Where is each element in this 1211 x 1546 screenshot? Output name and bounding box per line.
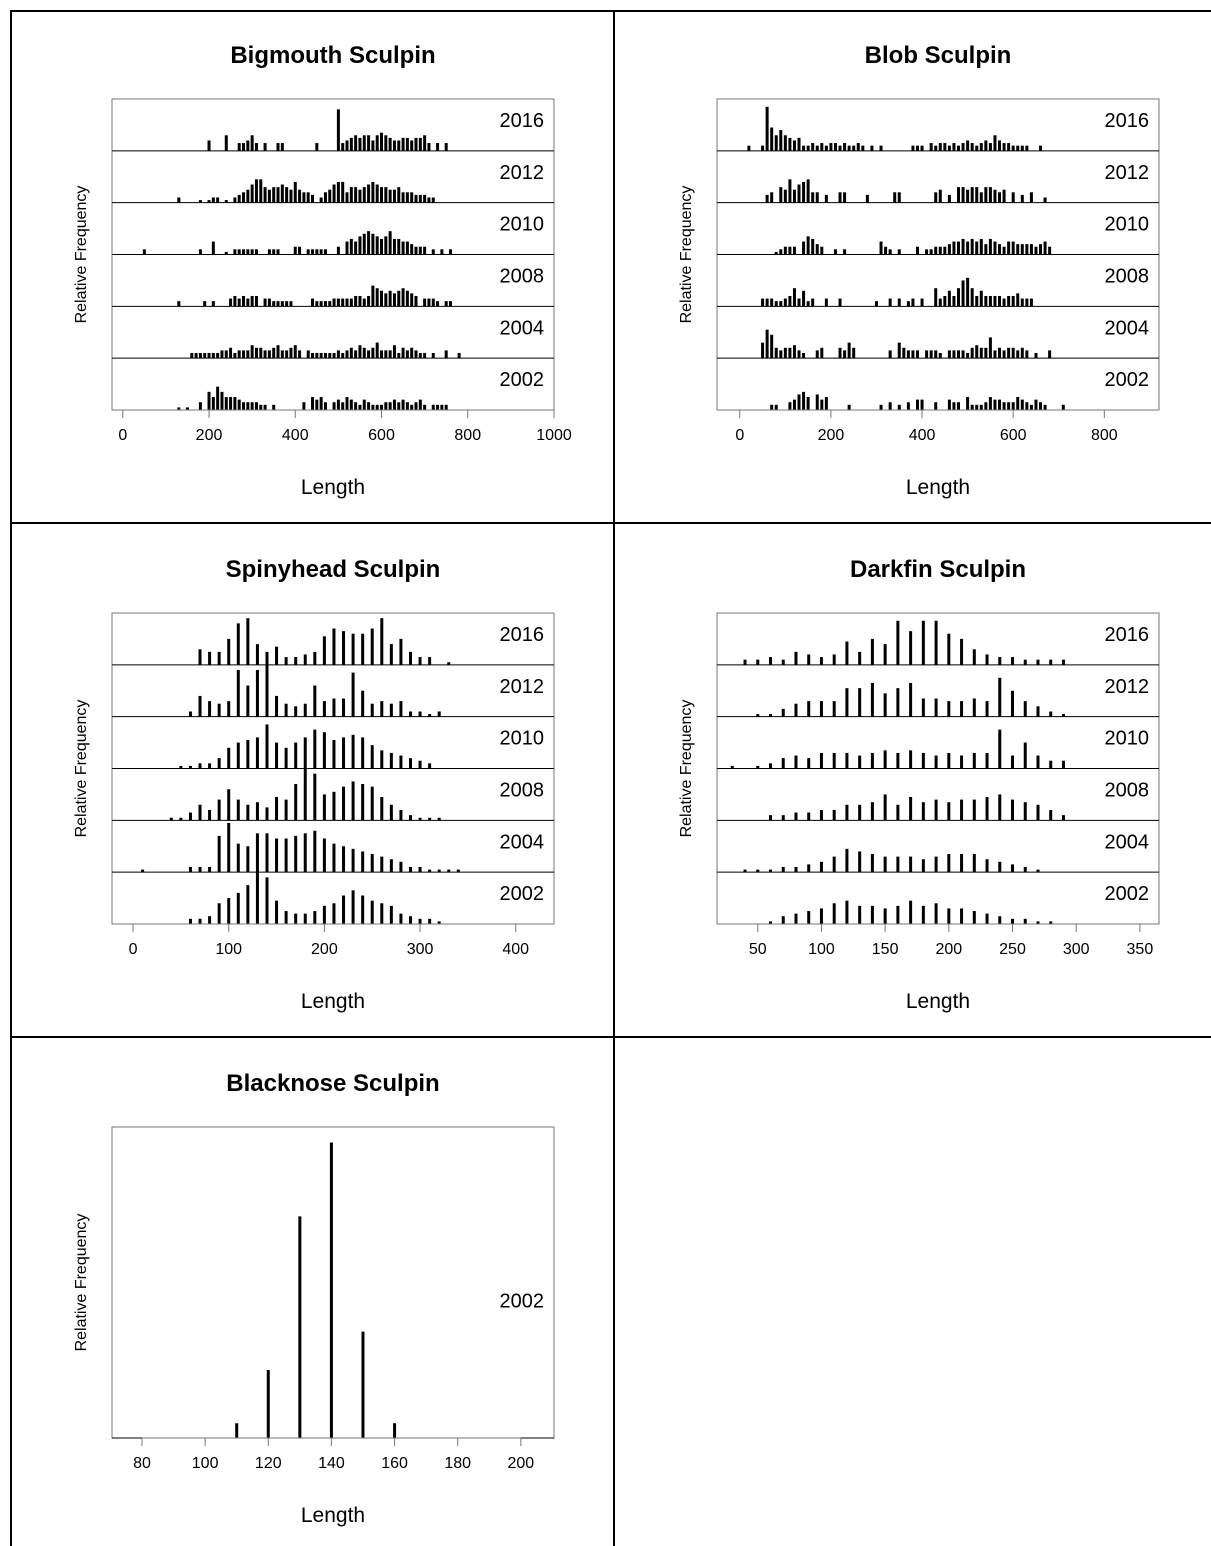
year-label: 2010 <box>1105 214 1150 236</box>
x-axis-label: Length <box>301 1504 365 1527</box>
x-tick-label: 400 <box>282 427 309 444</box>
x-axis-label: Length <box>906 476 970 499</box>
x-axis-label: Length <box>906 990 970 1013</box>
chart-svg-blob-sculpin: Blob Sculpin 2016 2012 2010 2008 2004 2002 0 200… <box>678 42 1160 499</box>
chart-title: Bigmouth Sculpin <box>230 42 435 69</box>
year-label: 2016 <box>1105 110 1150 132</box>
year-label: 2002 <box>1105 883 1150 905</box>
grid-line-middle <box>613 10 615 1546</box>
x-tick-label: 400 <box>502 941 529 958</box>
y-axis-label: Relative Frequency <box>678 700 695 838</box>
plot-border <box>111 1126 555 1439</box>
x-tick-label: 150 <box>872 941 899 958</box>
x-tick-label: 200 <box>196 427 223 444</box>
y-axis-label: Relative Frequency <box>73 186 90 324</box>
x-tick-label: 800 <box>454 427 481 444</box>
year-label: 2008 <box>500 266 545 288</box>
year-label: 2010 <box>500 728 545 750</box>
grid-line-row1 <box>10 522 1211 524</box>
year-label: 2016 <box>500 624 545 646</box>
year-label: 2002 <box>500 369 545 391</box>
chart-svg-spinyhead-sculpin: Spinyhead Sculpin 2016 2012 2010 2008 2004 200… <box>73 556 555 1013</box>
x-tick-label: 120 <box>255 1455 282 1472</box>
grid-line-top <box>10 10 1211 12</box>
chart-title: Blacknose Sculpin <box>226 1070 439 1097</box>
year-label: 2004 <box>1105 831 1150 853</box>
x-tick-label: 100 <box>215 941 242 958</box>
x-tick-label: 140 <box>318 1455 345 1472</box>
panel-bigmouth-sculpin: Bigmouth Sculpin 2016 2012 2010 2008 2004 2002… <box>10 10 613 522</box>
figure-grid: Bigmouth Sculpin 2016 2012 2010 2008 2004 2002… <box>10 10 1211 1546</box>
y-axis-label: Relative Frequency <box>73 700 90 838</box>
x-tick-label: 350 <box>1127 941 1154 958</box>
chart-svg-bigmouth-sculpin: Bigmouth Sculpin201620122010200820042002… <box>73 42 572 499</box>
chart-svg-blacknose-sculpin: Blacknose Sculpin 2002 80 100 120 140 160 180 20… <box>73 1070 555 1527</box>
panel-blob-sculpin: Blob Sculpin 2016 2012 2010 2008 2004 2002 0 200… <box>615 10 1211 522</box>
year-label: 2008 <box>500 780 545 802</box>
x-tick-label: 200 <box>935 941 962 958</box>
year-label: 2016 <box>1105 624 1150 646</box>
grid-line-row2 <box>10 1036 1211 1038</box>
x-tick-label: 180 <box>444 1455 471 1472</box>
year-label: 2008 <box>1105 780 1150 802</box>
x-tick-label: 80 <box>133 1455 151 1472</box>
x-tick-label: 0 <box>735 427 744 444</box>
x-tick-label: 0 <box>118 427 127 444</box>
x-axis-label: Length <box>301 476 365 499</box>
x-axis-label: Length <box>301 990 365 1013</box>
x-tick-label: 400 <box>909 427 936 444</box>
year-label: 2002 <box>1105 369 1150 391</box>
panel-spinyhead-sculpin: Spinyhead Sculpin 2016 2012 2010 2008 2004 200… <box>10 524 613 1036</box>
x-tick-label: 100 <box>192 1455 219 1472</box>
year-label: 2004 <box>500 317 545 339</box>
year-label: 2012 <box>500 676 545 698</box>
x-tick-label: 600 <box>1000 427 1027 444</box>
x-tick-label: 0 <box>129 941 138 958</box>
x-tick-label: 160 <box>381 1455 408 1472</box>
y-axis-label: Relative Frequency <box>73 1214 90 1352</box>
year-label: 2004 <box>1105 317 1150 339</box>
x-tick-label: 200 <box>507 1455 534 1472</box>
chart-title: Darkfin Sculpin <box>850 556 1026 583</box>
year-label: 2008 <box>1105 266 1150 288</box>
year-label: 2002 <box>500 1290 545 1312</box>
year-label: 2012 <box>1105 162 1150 184</box>
x-tick-label: 800 <box>1091 427 1118 444</box>
x-tick-label: 250 <box>999 941 1026 958</box>
year-label: 2016 <box>500 110 545 132</box>
x-tick-label: 200 <box>818 427 845 444</box>
year-label: 2010 <box>1105 728 1150 750</box>
grid-line-left <box>10 10 12 1546</box>
y-axis-label: Relative Frequency <box>678 186 695 324</box>
x-tick-label: 50 <box>749 941 767 958</box>
chart-svg-darkfin-sculpin: Darkfin Sculpin2016201220102008200420025… <box>678 556 1160 1013</box>
chart-title: Blob Sculpin <box>865 42 1012 69</box>
year-label: 2010 <box>500 214 545 236</box>
year-label: 2012 <box>1105 676 1150 698</box>
year-label: 2002 <box>500 883 545 905</box>
x-tick-label: 300 <box>1063 941 1090 958</box>
year-label: 2012 <box>500 162 545 184</box>
chart-title: Spinyhead Sculpin <box>226 556 441 583</box>
year-label: 2004 <box>500 831 545 853</box>
panel-blacknose-sculpin: Blacknose Sculpin 2002 80 100 120 140 160 180 20… <box>10 1038 613 1546</box>
x-tick-label: 600 <box>368 427 395 444</box>
panel-darkfin-sculpin: Darkfin Sculpin 2016 2012 2010 2008 2004 2002 5… <box>615 524 1211 1036</box>
x-tick-label: 300 <box>407 941 434 958</box>
x-tick-label: 1000 <box>536 427 572 444</box>
x-tick-label: 200 <box>311 941 338 958</box>
x-tick-label: 100 <box>808 941 835 958</box>
